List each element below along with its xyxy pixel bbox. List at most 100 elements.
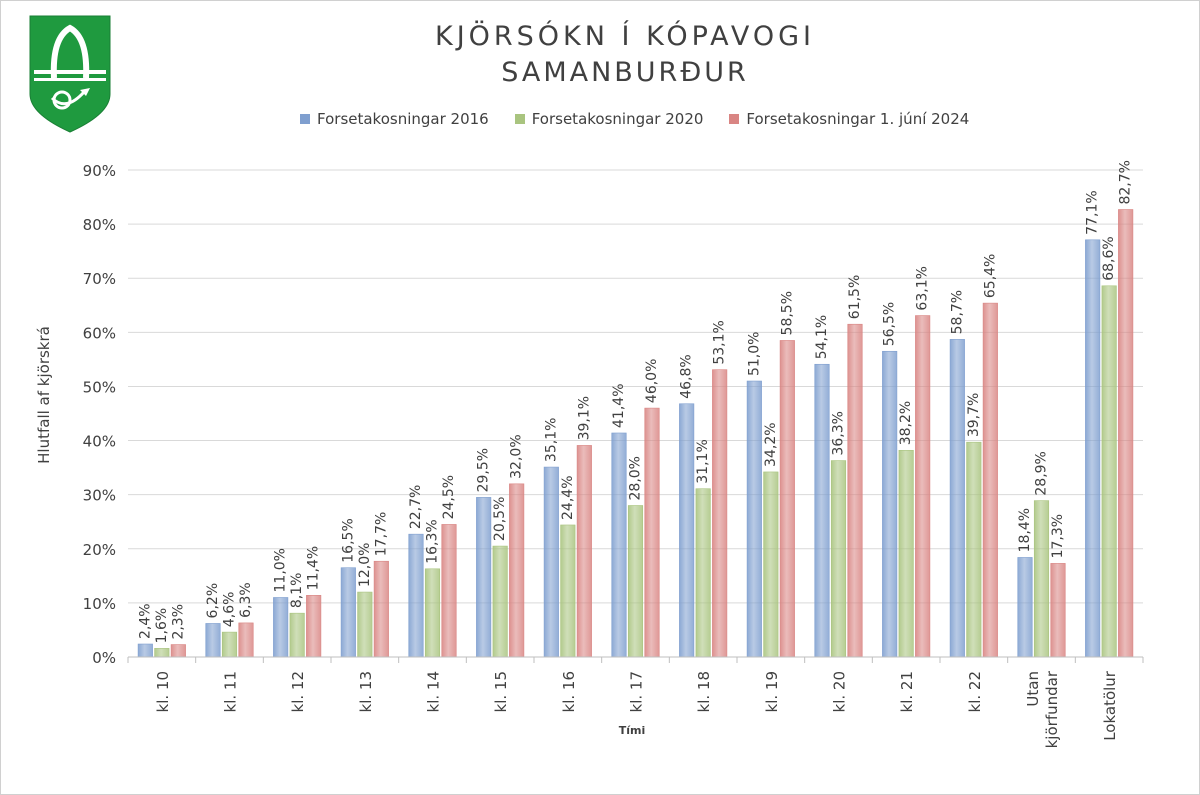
bar [137, 643, 153, 658]
bar [441, 524, 457, 658]
data-label: 6,3% [238, 582, 254, 618]
data-label: 58,5% [779, 291, 795, 335]
y-tick-label: 0% [92, 649, 116, 667]
legend-swatch-2016 [300, 114, 310, 124]
bar [576, 445, 592, 658]
x-tick-label: kl. 20 [831, 671, 849, 712]
data-label: 28,0% [628, 456, 644, 500]
chart-title: KJÖRSÓKN Í KÓPAVOGI [434, 21, 815, 52]
data-label: 61,5% [847, 275, 863, 319]
data-label: 63,1% [915, 266, 931, 310]
bar [170, 644, 186, 658]
data-label: 2,3% [170, 604, 186, 640]
y-tick-label: 10% [83, 595, 116, 613]
bar [712, 369, 728, 658]
data-label: 28,9% [1034, 451, 1050, 495]
legend-item-2020: Forsetakosningar 2020 [514, 110, 704, 128]
data-label: 18,4% [1017, 508, 1033, 552]
legend-label-2020: Forsetakosningar 2020 [531, 110, 704, 128]
x-tick-label: kl. 10 [154, 671, 172, 712]
data-label: 12,0% [357, 543, 373, 587]
bar [340, 567, 356, 658]
data-label: 17,7% [373, 512, 389, 556]
x-tick-label: kl. 12 [289, 671, 307, 712]
data-label: 24,4% [560, 475, 576, 519]
y-tick-label: 90% [83, 162, 116, 180]
legend-label-2016: Forsetakosningar 2016 [317, 110, 489, 128]
bar [424, 568, 441, 658]
legend-swatch-2020 [514, 114, 525, 124]
bar [408, 533, 424, 658]
legend-item-2024: Forsetakosningar 1. júní 2024 [729, 110, 969, 128]
bar [509, 483, 525, 658]
data-label: 1,6% [154, 608, 170, 644]
chart-subtitle: SAMANBURÐUR [501, 57, 749, 88]
data-label: 2,4% [137, 603, 153, 639]
y-tick-label: 50% [83, 378, 116, 396]
data-label: 51,0% [746, 332, 762, 376]
data-label: 20,5% [492, 497, 508, 541]
bar [476, 497, 492, 658]
bar [982, 302, 998, 658]
bar [814, 363, 830, 658]
bar [221, 631, 238, 658]
data-label: 8,1% [289, 573, 305, 609]
kopavogur-coat-of-arms-icon [29, 15, 111, 133]
bar [1085, 239, 1101, 658]
data-label: 24,5% [441, 475, 457, 519]
bar [238, 622, 254, 658]
data-label: 22,7% [408, 485, 424, 529]
x-tick-label: kl. 16 [560, 671, 578, 712]
bar [1118, 209, 1134, 658]
bar [966, 441, 982, 658]
bar [644, 407, 660, 658]
bar [847, 323, 863, 658]
data-label: 65,4% [982, 254, 998, 298]
data-label: 38,2% [898, 401, 914, 445]
data-label: 6,2% [205, 583, 221, 619]
data-label: 77,1% [1085, 190, 1101, 234]
x-tick-label: Lokatölur [1101, 670, 1119, 741]
legend-swatch-2024 [729, 114, 740, 124]
bar [1050, 563, 1066, 658]
data-label: 36,3% [831, 411, 847, 455]
bar [611, 432, 627, 658]
bar [306, 595, 322, 658]
bar [830, 460, 847, 658]
y-tick-label: 70% [83, 270, 116, 288]
data-label: 46,0% [644, 359, 660, 403]
data-label: 82,7% [1118, 160, 1134, 204]
bar [289, 612, 305, 658]
bar [273, 597, 289, 658]
data-label: 46,8% [679, 354, 695, 398]
x-tick-label: kl. 21 [898, 671, 916, 712]
bar [560, 524, 576, 658]
data-label: 17,3% [1050, 514, 1066, 558]
bar [357, 591, 373, 658]
bar [679, 403, 695, 658]
data-label: 68,6% [1101, 236, 1117, 280]
x-axis-title: Tími [618, 724, 646, 737]
bar [373, 560, 389, 658]
legend-item-2016: Forsetakosningar 2016 [300, 110, 489, 128]
bar [763, 471, 779, 658]
data-label: 31,1% [695, 439, 711, 483]
data-label: 53,1% [712, 320, 728, 364]
data-label: 16,5% [340, 518, 356, 562]
data-label: 58,7% [949, 290, 965, 334]
data-label: 39,1% [576, 396, 592, 440]
x-tick-label: kl. 22 [966, 671, 984, 712]
data-label: 34,2% [763, 422, 779, 466]
data-label: 11,4% [306, 546, 322, 590]
x-tick-label: kl. 13 [357, 671, 375, 712]
data-label: 32,0% [509, 434, 525, 478]
bar [154, 648, 170, 658]
bar [492, 545, 508, 658]
data-label: 29,5% [476, 448, 492, 492]
bar [1101, 285, 1117, 658]
x-tick-label: kl. 15 [492, 671, 510, 712]
bar [543, 466, 559, 658]
data-label: 16,3% [425, 519, 441, 563]
x-tick-label: kjörfundar [1043, 670, 1061, 748]
